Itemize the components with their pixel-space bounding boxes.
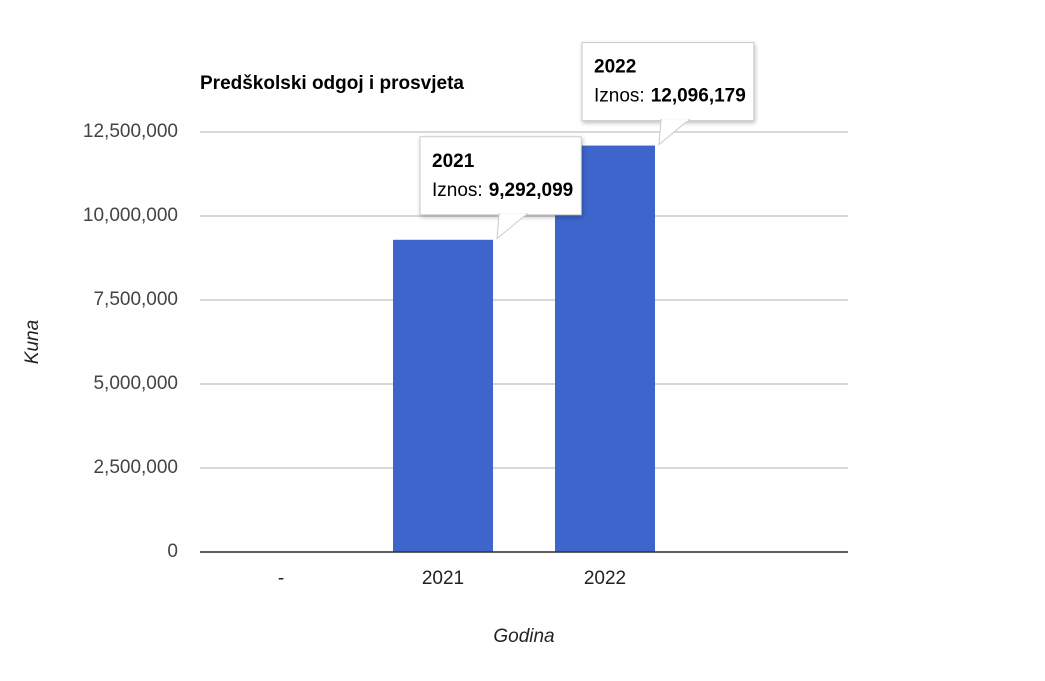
y-tick-label: 12,500,000 xyxy=(83,121,178,142)
tooltip: 2022 Iznos: 12,096,179 xyxy=(581,42,755,146)
y-tick-label: 10,000,000 xyxy=(83,205,178,226)
y-tick-label: 0 xyxy=(167,541,178,562)
y-tick-label: 2,500,000 xyxy=(93,457,178,478)
tooltip-value: 12,096,179 xyxy=(651,86,746,107)
tooltip-title: 2022 xyxy=(594,57,636,78)
tooltip-title: 2021 xyxy=(432,151,475,172)
y-tick-label: 5,000,000 xyxy=(93,373,178,394)
y-axis-label: Kuna xyxy=(22,320,43,364)
bar xyxy=(393,239,493,553)
x-axis-label: Godina xyxy=(493,626,554,647)
x-tick-label: 2022 xyxy=(584,568,626,589)
tooltip-label: Iznos: xyxy=(594,86,645,107)
tooltip-box xyxy=(581,42,755,122)
chart-title: Predškolski odgoj i prosvjeta xyxy=(200,73,464,94)
tooltip-line: Iznos: 12,096,179 xyxy=(594,86,746,107)
tooltip: 2021 Iznos: 9,292,099 xyxy=(419,136,582,240)
tooltip-line: Iznos: 9,292,099 xyxy=(432,180,573,201)
y-tick-label: 7,500,000 xyxy=(93,289,178,310)
x-tick-label: 2021 xyxy=(422,568,464,589)
x-tick-label: - xyxy=(278,568,284,589)
tooltip-label: Iznos: xyxy=(432,180,483,201)
tooltip-pointer xyxy=(496,213,529,240)
tooltip-box xyxy=(419,136,582,216)
tooltip-value: 9,292,099 xyxy=(489,180,574,201)
